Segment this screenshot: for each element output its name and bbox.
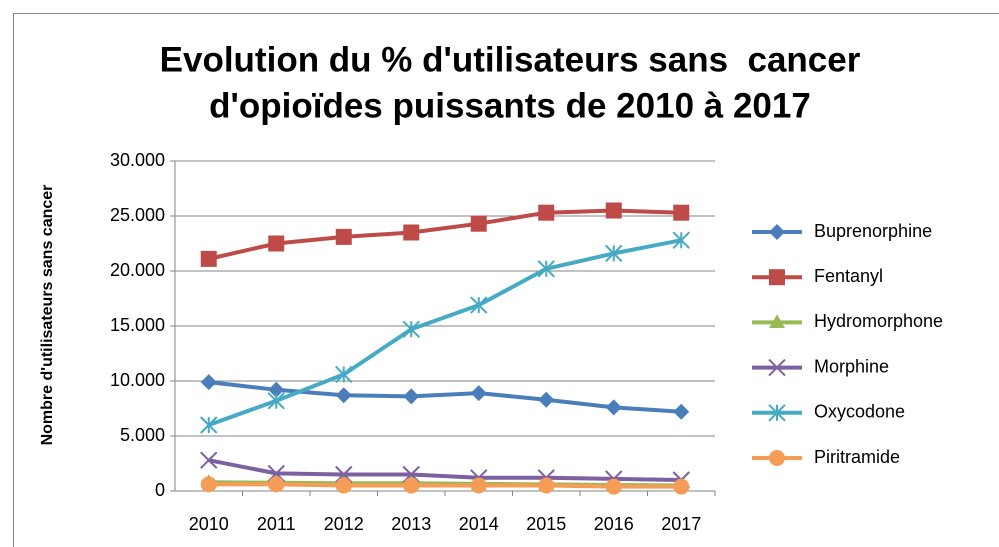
marker (268, 235, 285, 252)
marker (200, 451, 218, 469)
x-tick-label: 2016 (594, 514, 634, 534)
marker (268, 476, 285, 493)
marker (402, 320, 420, 339)
marker (605, 202, 622, 219)
marker (538, 477, 555, 494)
marker (403, 477, 420, 494)
legend-marker (769, 269, 785, 286)
marker (200, 416, 218, 434)
marker (200, 250, 217, 267)
y-axis-label: Nombre d'utilisateurs sans cancer (39, 185, 56, 446)
marker (538, 391, 555, 408)
legend-marker (769, 450, 785, 466)
marker (335, 477, 352, 494)
marker (470, 296, 488, 314)
legend-marker (768, 358, 786, 377)
x-tick-label: 2010 (189, 514, 229, 534)
marker (335, 387, 352, 404)
legend-label: Oxycodone (814, 402, 905, 422)
legend-label: Buprenorphine (814, 221, 932, 241)
y-tick-label: 5.000 (120, 425, 165, 445)
marker (335, 228, 352, 245)
marker (470, 385, 487, 402)
marker (403, 224, 420, 241)
marker (673, 204, 690, 221)
x-tick-label: 2017 (661, 514, 701, 534)
y-tick-label: 15.000 (110, 315, 165, 335)
x-tick-label: 2011 (257, 514, 296, 534)
marker (470, 215, 487, 232)
series-line (208, 208, 682, 261)
marker (403, 388, 420, 405)
marker (268, 381, 285, 398)
legend-marker (769, 224, 785, 240)
x-tick-label: 2014 (459, 514, 499, 534)
series-line (208, 380, 682, 414)
marker (605, 244, 623, 263)
y-tick-label: 30.000 (110, 150, 165, 170)
x-tick-label: 2012 (324, 514, 364, 534)
marker (605, 399, 622, 416)
series-line (208, 458, 682, 482)
series-line (208, 238, 682, 427)
marker (672, 231, 690, 249)
marker (200, 476, 217, 493)
legend-label: Fentanyl (814, 266, 883, 286)
legend-marker (769, 314, 785, 328)
marker (470, 477, 487, 494)
marker (267, 392, 285, 410)
marker (537, 260, 555, 278)
marker (605, 478, 622, 495)
chart-border (13, 13, 999, 547)
series-line (208, 482, 682, 489)
y-tick-label: 10.000 (110, 370, 165, 390)
marker (335, 365, 353, 384)
marker (538, 204, 555, 221)
legend-label: Morphine (814, 356, 889, 376)
x-tick-label: 2013 (391, 514, 431, 534)
marker (200, 374, 217, 391)
y-tick-label: 25.000 (110, 205, 165, 225)
y-tick-label: 20.000 (110, 260, 165, 280)
marker (673, 478, 690, 495)
legend-label: Piritramide (814, 447, 900, 467)
y-tick-label: 0 (155, 480, 165, 500)
marker (673, 403, 690, 420)
chart-title: d'opioïdes puissants de 2010 à 2017 (209, 86, 811, 125)
legend-label: Hydromorphone (814, 311, 943, 331)
x-tick-label: 2015 (526, 514, 566, 534)
chart-title: Evolution du % d'utilisateurs sans cance… (160, 40, 861, 79)
legend-marker (768, 404, 786, 422)
